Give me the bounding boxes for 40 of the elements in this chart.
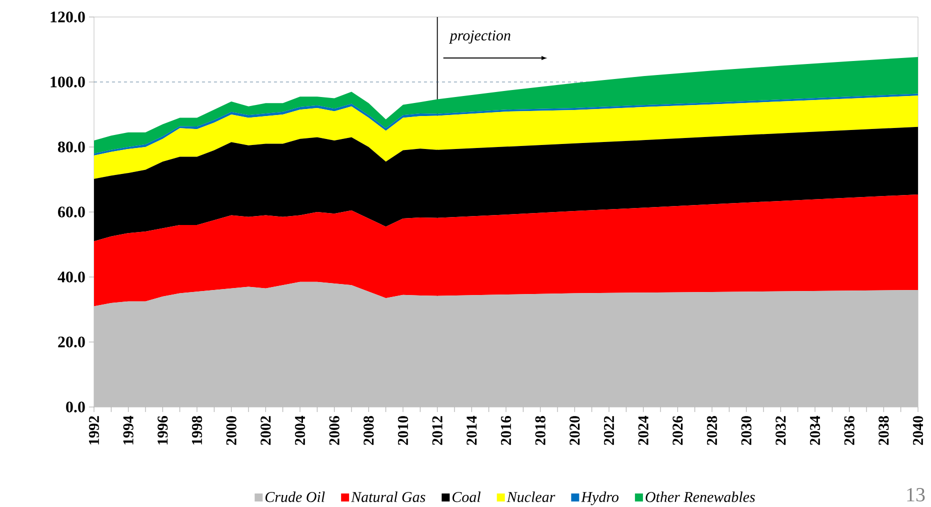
x-tick-label: 2004 [294,416,306,445]
x-tick-label: 2018 [535,416,546,445]
x-tick-label: 2026 [672,416,683,445]
x-tick-label: 2024 [638,416,648,445]
x-tick-label: 2028 [706,416,718,445]
x-tick-label: 2030 [741,416,752,445]
y-tick-label: 100.0 [50,76,85,88]
x-tick-label: 2034 [810,416,820,445]
x-tick-label: 2020 [570,416,580,445]
x-tick-label: 2002 [260,416,271,445]
x-tick-label: 2012 [432,416,442,445]
x-tick-label: 2032 [776,416,786,445]
x-tick-label: 1998 [192,416,202,444]
x-tick-label: 2022 [604,416,614,445]
x-tick-label: 1994 [123,416,134,444]
x-tick-label: 2006 [329,416,340,445]
x-tick-label: 1992 [88,416,100,444]
y-tick-label: 60.0 [58,206,85,218]
x-tick-label: 2008 [364,416,374,445]
x-tick-label: 2036 [844,416,854,445]
y-tick-label: 40.0 [58,272,85,282]
x-tick-label: 2014 [466,416,477,445]
x-tick-label: 2038 [878,416,889,445]
x-tick-label: 1996 [158,416,168,444]
legend-label: Crude Oil [266,492,325,502]
legend-label: Coal [452,492,481,502]
legend-label: Natural Gas [350,492,426,502]
annotation: projection [448,30,510,44]
text: 13 [907,488,925,502]
x-tick-label: 2040 [912,416,924,445]
x-tick-label: 2016 [500,416,512,445]
y-tick-label: 120.0 [50,12,85,22]
legend-label: Other Renewables [646,492,755,502]
x-tick-label: 2010 [398,416,408,445]
y-tick-label: 80.0 [58,142,85,152]
y-tick-label: 0.0 [66,402,85,412]
legend-label: Nuclear [506,492,556,502]
x-tick-label: 2000 [226,416,236,445]
y-tick-label: 20.0 [58,336,85,348]
legend-label: Hydro [581,492,619,506]
